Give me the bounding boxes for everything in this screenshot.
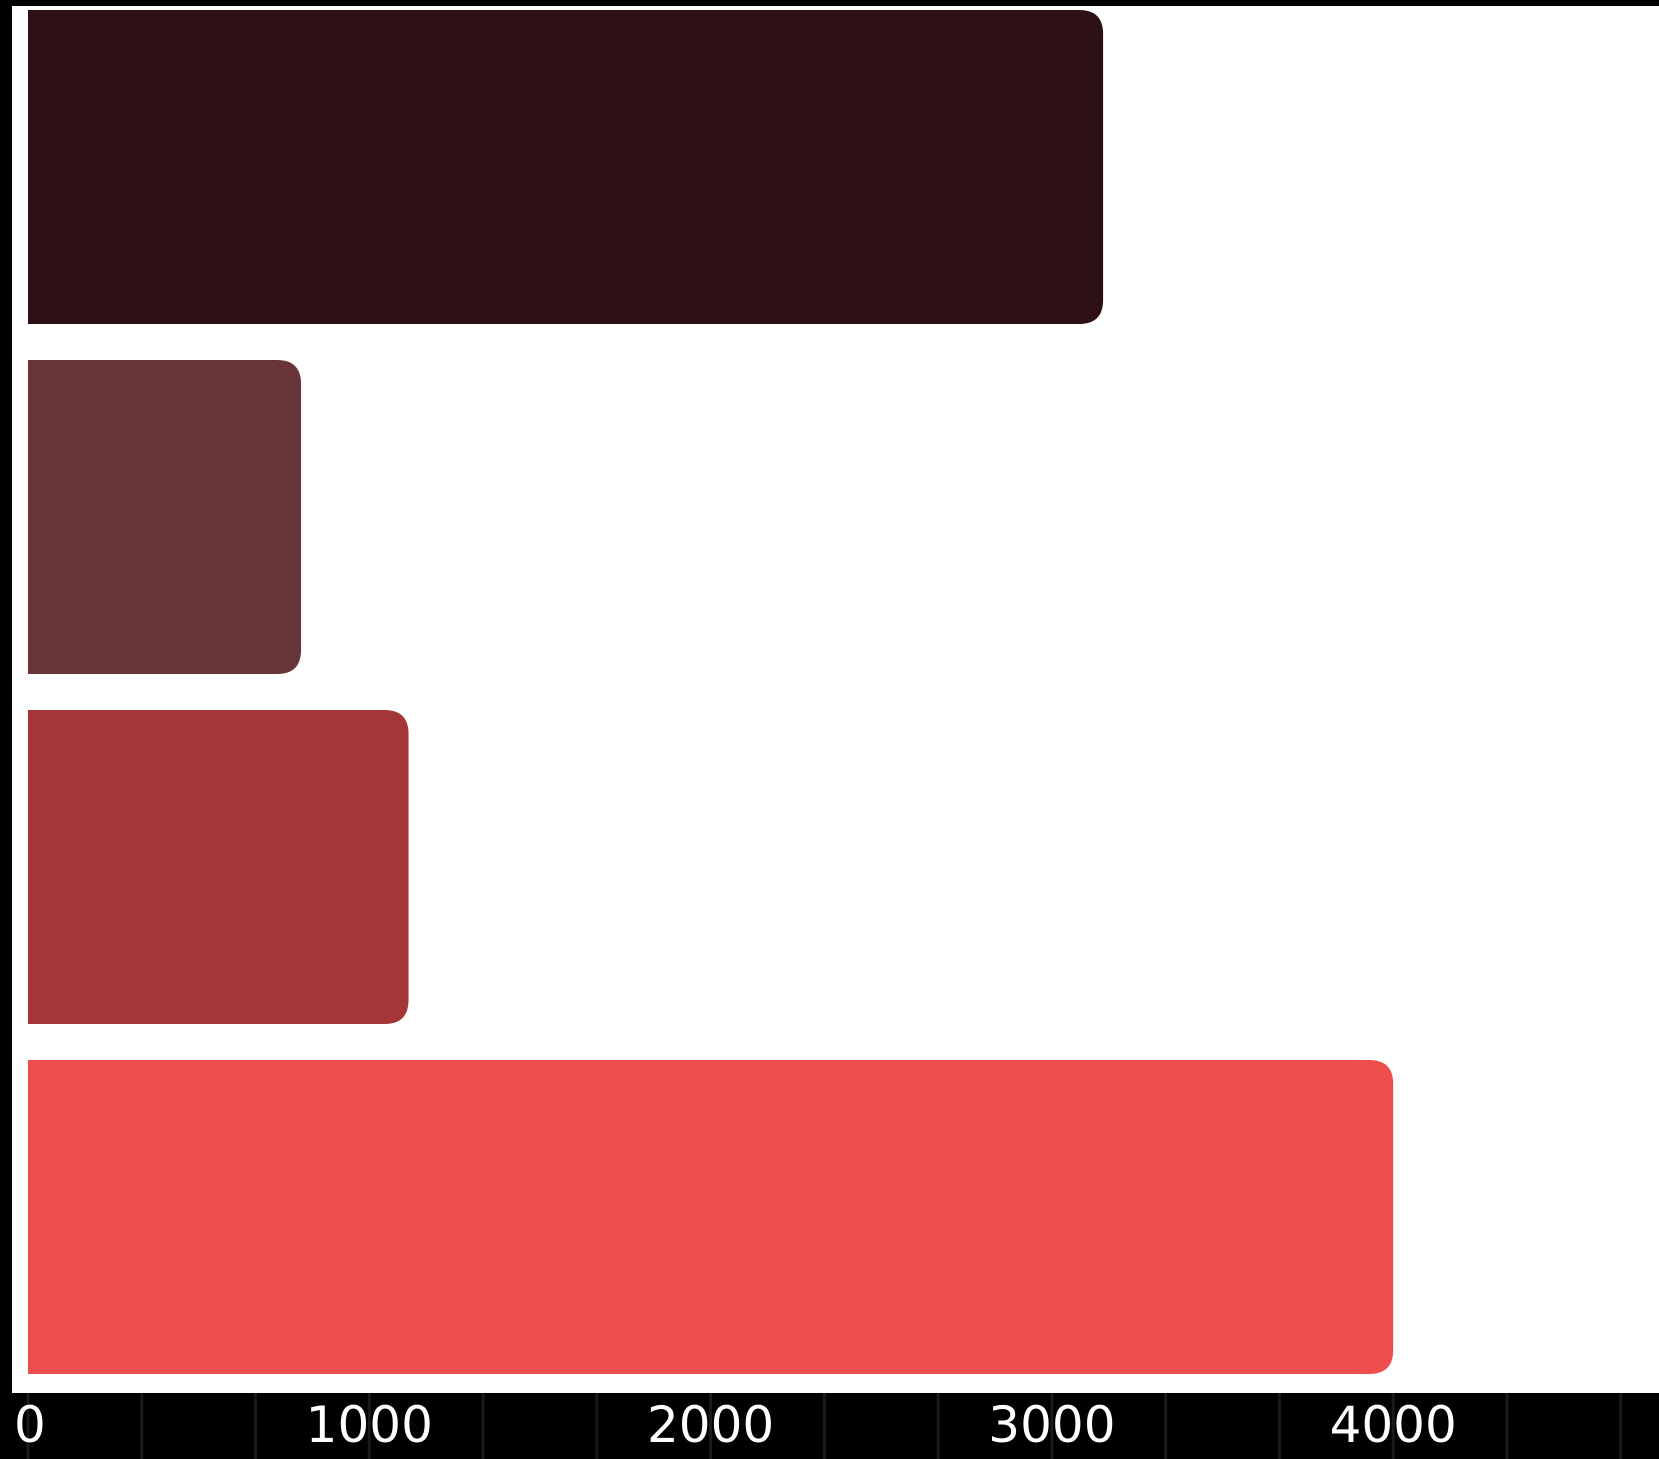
bar-3 (28, 710, 409, 1024)
x-tick-label: 0 (14, 1396, 46, 1454)
x-tick-label: 3000 (988, 1396, 1115, 1454)
x-tick-label: 1000 (306, 1396, 433, 1454)
x-axis-tick-labels: 0 1000 2000 3000 4000 (14, 1396, 1457, 1454)
x-axis-minor-ticks (26, 1393, 1623, 1459)
bar-4 (28, 1060, 1394, 1374)
bar-2 (28, 360, 302, 674)
x-tick-label: 4000 (1330, 1396, 1457, 1454)
bar-1 (28, 10, 1104, 324)
bars-layer (28, 10, 1394, 1374)
x-tick-label: 2000 (647, 1396, 774, 1454)
